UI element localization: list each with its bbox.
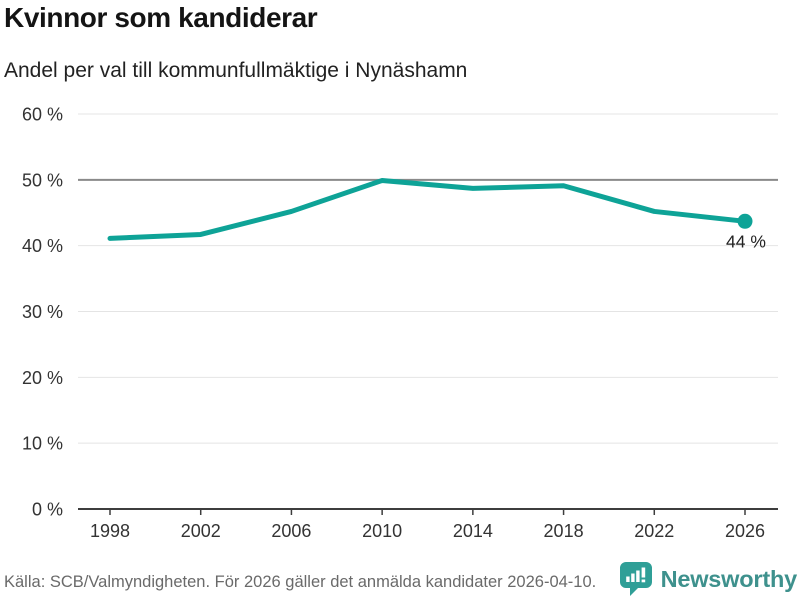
x-axis-label: 2010 — [362, 521, 402, 541]
x-axis-label: 2014 — [453, 521, 493, 541]
source-text: Källa: SCB/Valmyndigheten. För 2026 gäll… — [4, 573, 597, 591]
y-axis-label: 10 % — [22, 434, 63, 454]
bar-2 — [630, 573, 635, 582]
bar-3 — [635, 570, 640, 582]
newsworthy-chart-bubble-icon — [619, 562, 652, 596]
trend-line — [107, 177, 748, 241]
x-axis-label: 2002 — [181, 521, 221, 541]
y-axis-label: 50 % — [22, 170, 63, 190]
y-axis-label: 30 % — [22, 302, 63, 322]
bubble-shape — [619, 562, 652, 596]
y-axis-label: 60 % — [22, 105, 63, 125]
x-axis-label: 2018 — [544, 521, 584, 541]
y-axis-label: 40 % — [22, 236, 63, 256]
x-axis-label: 2006 — [271, 521, 311, 541]
x-axis-label: 2026 — [725, 521, 765, 541]
y-axis-label: 0 % — [32, 500, 63, 520]
newsworthy-wordmark: Newsworthy — [660, 565, 798, 592]
chart-title: Kvinnor som kandiderar — [4, 2, 318, 33]
x-axis-label: 2022 — [634, 521, 674, 541]
newsworthy-logo: Newsworthy — [619, 560, 797, 598]
y-axis-label: 20 % — [22, 368, 63, 388]
end-value-label: 44 % — [726, 231, 766, 251]
exclamation-bar — [641, 567, 645, 578]
end-point-marker — [737, 213, 753, 229]
exclamation-dot — [641, 579, 645, 583]
x-axis-label: 1998 — [90, 521, 130, 541]
chart-subtitle: Andel per val till kommunfullmäktige i N… — [4, 59, 468, 82]
bar-1 — [625, 576, 630, 582]
